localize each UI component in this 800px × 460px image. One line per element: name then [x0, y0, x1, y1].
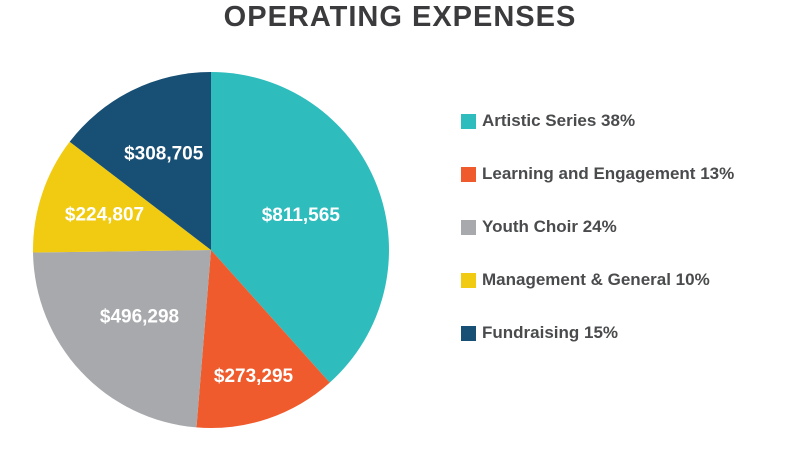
- legend-item-fundraising: Fundraising 15%: [461, 323, 734, 342]
- legend-swatch-icon: [461, 219, 476, 235]
- legend-swatch-icon: [461, 166, 476, 182]
- legend-label: Youth Choir 24%: [482, 217, 617, 236]
- pie-slice-management-general: [33, 141, 211, 253]
- legend-swatch-icon: [461, 113, 476, 129]
- slice-value-label-learning-and-engagement: $273,295: [214, 366, 294, 387]
- slice-value-label-youth-choir: $496,298: [100, 306, 179, 327]
- legend: Artistic Series 38% Learning and Engageme…: [461, 111, 735, 377]
- legend-item-youth-choir: Youth Choir 24%: [461, 217, 734, 236]
- slice-value-label-management-general: $224,807: [65, 204, 144, 225]
- pie-slice-learning-and-engagement: [196, 250, 330, 429]
- legend-swatch-icon: [461, 272, 476, 288]
- chart-title: OPERATING EXPENSES: [223, 1, 577, 33]
- legend-swatch-icon: [461, 325, 476, 341]
- pie-slice-youth-choir: [33, 250, 211, 428]
- legend-label: Learning and Engagement 13%: [482, 164, 735, 183]
- legend-label: Management & General 10%: [482, 270, 710, 289]
- slice-value-label-artistic-series: $811,565: [262, 205, 341, 226]
- legend-label: Fundraising 15%: [482, 323, 619, 342]
- legend-item-management-general: Management & General 10%: [461, 270, 734, 289]
- pie-slice-artistic-series: [211, 72, 389, 383]
- legend-item-artistic-series: Artistic Series 38%: [461, 111, 734, 130]
- legend-item-learning-and-engagement: Learning and Engagement 13%: [461, 164, 735, 183]
- legend-label: Artistic Series 38%: [482, 111, 636, 130]
- slice-value-label-fundraising: $308,705: [124, 144, 204, 165]
- pie-slice-fundraising: [69, 72, 212, 250]
